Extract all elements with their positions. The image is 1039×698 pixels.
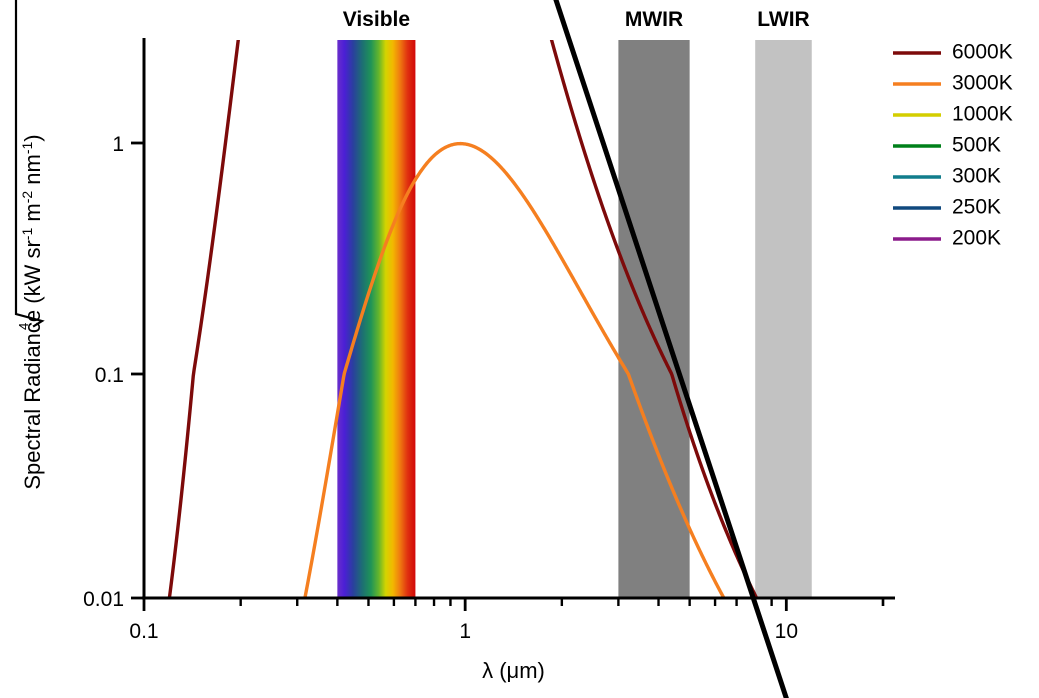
planck-curve-6000k (167, 40, 759, 598)
radical-index: 4 (16, 323, 31, 330)
legend-label-200k[interactable]: 200K (952, 227, 1001, 250)
legend-label-6000k[interactable]: 6000K (952, 41, 1013, 64)
legend-layer: 6000K 3000K 1000K 500K 300K 250K 200K (893, 41, 1013, 250)
spectral-bands-layer (337, 40, 812, 598)
wien-displacement-line (553, 0, 789, 698)
band-mwir (618, 40, 690, 598)
y-axis-title-text: Spectral Radiance (kW sr-1 m-2 nm-1) (19, 134, 45, 489)
band-label-mwir: MWIR (625, 8, 683, 31)
band-label-visible: Visible (343, 8, 410, 31)
legend-label-300k[interactable]: 300K (952, 165, 1001, 188)
y-axis-title: Spectral Radiance (kW sr-1 m-2 nm-1)4 (14, 0, 45, 490)
radical-sign (14, 0, 45, 328)
x-tick-label: 0.1 (129, 620, 158, 643)
planck-curve-3000k (303, 141, 726, 598)
axis-titles-layer: λ (μm) Spectral Radiance (kW sr-1 m-2 nm-… (14, 0, 545, 683)
legend-label-1000k[interactable]: 1000K (952, 103, 1013, 126)
y-tick-label: 1 (112, 133, 124, 156)
legend-label-250k[interactable]: 250K (952, 196, 1001, 219)
legend-label-500k[interactable]: 500K (952, 134, 1001, 157)
band-lwir (755, 40, 812, 598)
legend-label-3000k[interactable]: 3000K (952, 72, 1013, 95)
band-labels-layer: Visible MWIR LWIR (343, 8, 810, 31)
x-tick-label: 1 (459, 620, 471, 643)
band-visible (337, 40, 416, 598)
x-tick-label: 10 (775, 620, 798, 643)
wien-displacement-line (553, 0, 789, 698)
band-label-lwir: LWIR (757, 8, 810, 31)
planck-curves-layer (167, 40, 759, 598)
x-axis-title: λ (μm) (482, 658, 545, 683)
y-tick-label: 0.01 (83, 588, 124, 611)
y-tick-label: 0.1 (95, 364, 124, 387)
